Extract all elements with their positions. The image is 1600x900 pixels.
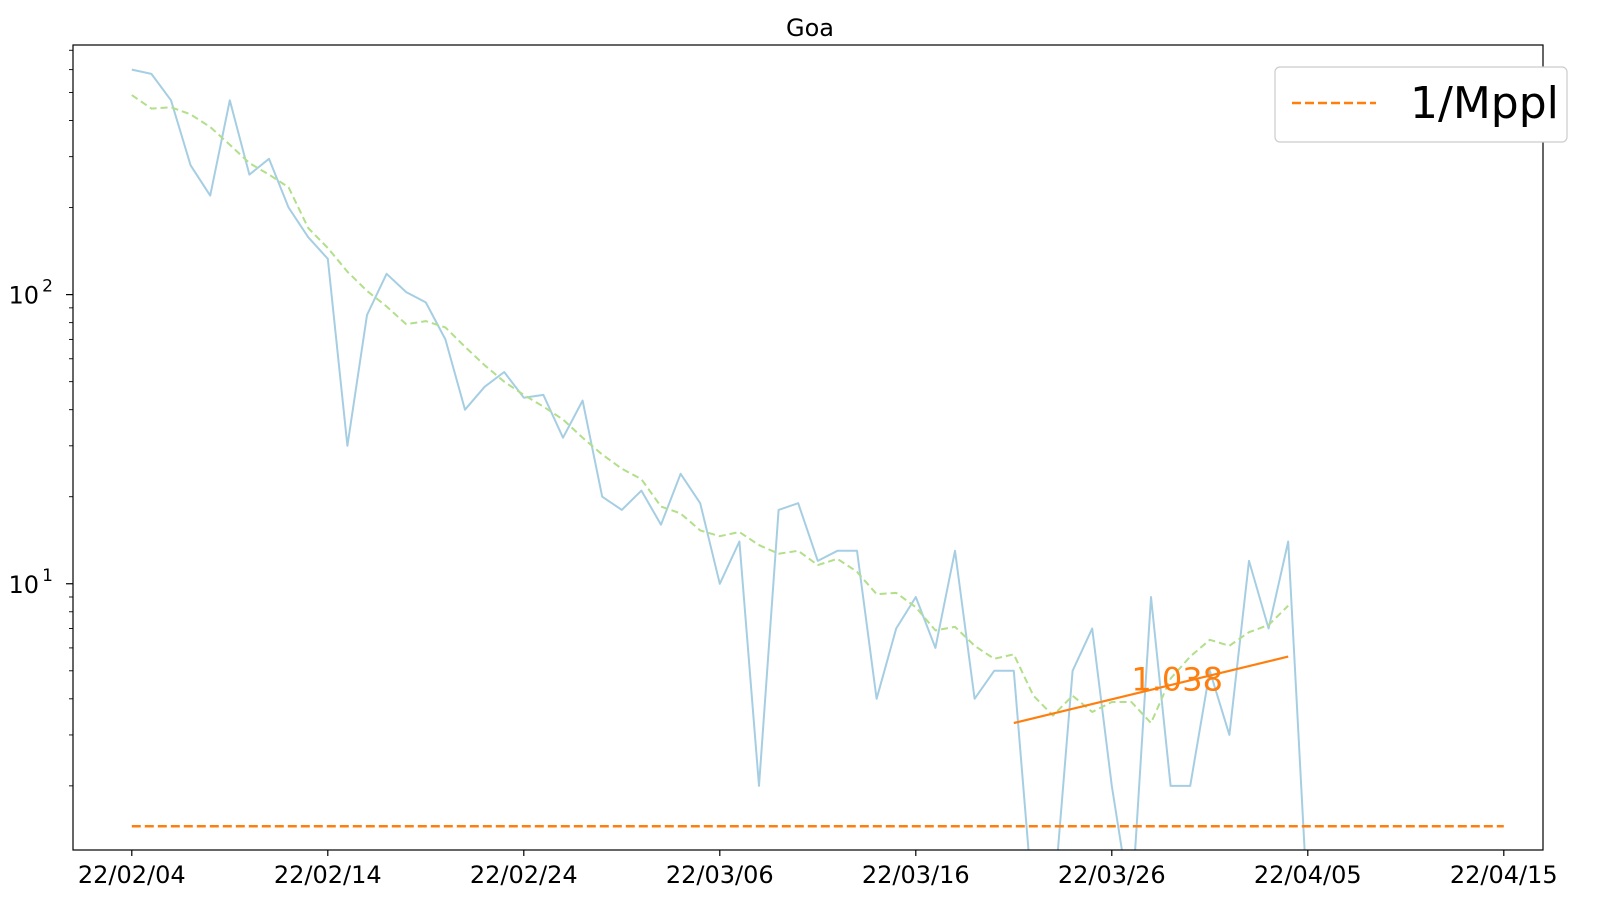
y-tick-exponent: 1 xyxy=(42,566,53,586)
y-tick-label: 10 xyxy=(8,282,39,310)
fit-slope-annotation: 1.038 xyxy=(1131,661,1223,699)
series-daily-cases-line xyxy=(131,68,1306,850)
plot-area-frame xyxy=(72,44,1544,851)
x-tick-label: 22/04/05 xyxy=(1254,861,1362,889)
chart-title: Goa xyxy=(786,14,834,42)
x-tick-label: 22/02/24 xyxy=(470,861,578,889)
axis-layer: 22/02/04 22/02/14 22/02/24 22/03/06 22/03/16… xyxy=(8,49,1558,889)
x-tick-label: 22/03/16 xyxy=(862,861,970,889)
x-tick-label: 22/02/14 xyxy=(274,861,382,889)
series-fit-trend-line xyxy=(1013,655,1289,725)
series-rolling-average-line xyxy=(131,94,1289,724)
legend-label-mppl: 1/Mppl xyxy=(1410,78,1559,129)
legend: 1/Mppl xyxy=(1274,66,1568,143)
y-tick-label: 10 xyxy=(8,571,39,599)
series-layer xyxy=(131,68,1504,850)
x-tick-label: 22/03/06 xyxy=(666,861,774,889)
x-tick-label: 22/03/26 xyxy=(1058,861,1166,889)
y-tick-exponent: 2 xyxy=(42,277,53,297)
x-tick-label: 22/04/15 xyxy=(1450,861,1558,889)
x-tick-label: 22/02/04 xyxy=(78,861,186,889)
legend-box xyxy=(1274,66,1568,143)
